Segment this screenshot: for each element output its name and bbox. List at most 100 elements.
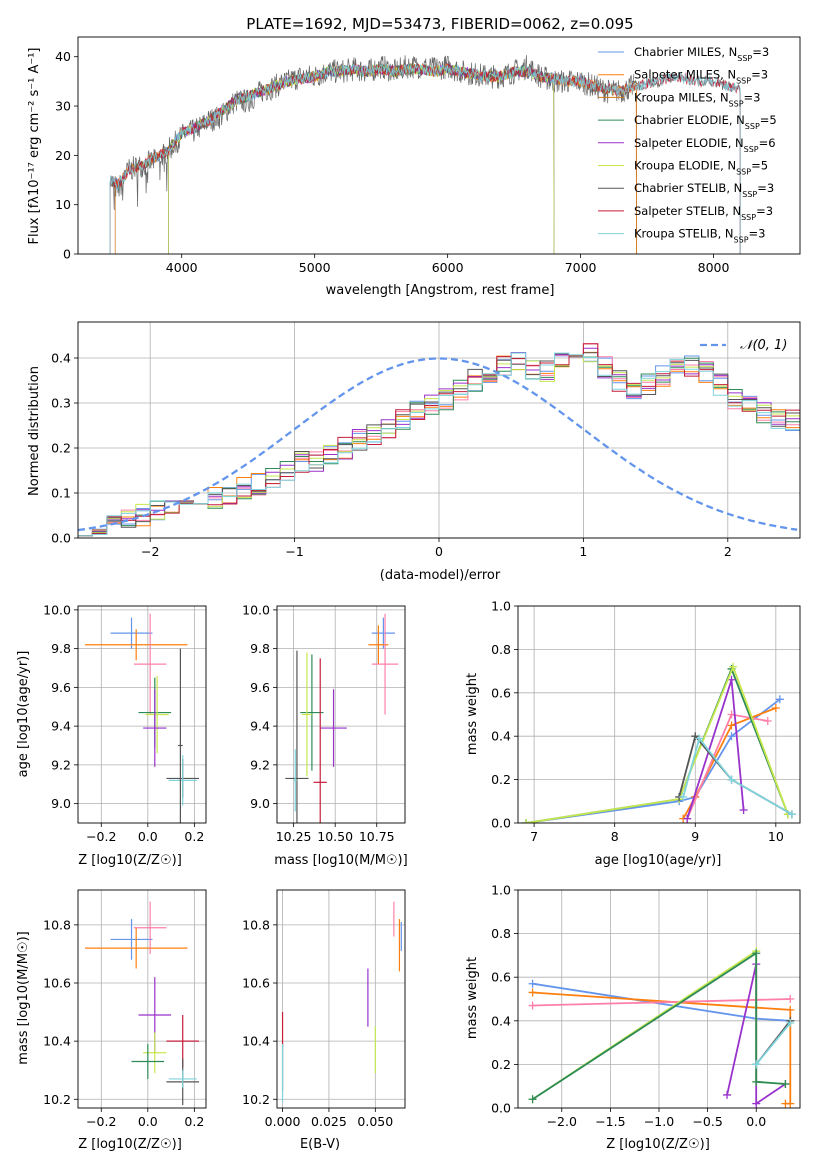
legend-label: Kroupa ELODIE, NSSP=5: [634, 159, 768, 177]
weight-age-y-label: mass weight: [465, 673, 480, 755]
plus-marker: [739, 805, 748, 814]
legend-label: Kroupa STELIB, NSSP=3: [634, 227, 765, 245]
x-tick-label: 8: [611, 829, 619, 844]
axes-frame: [77, 889, 207, 1109]
weight-vs-metallicity-panel: −2.0 −1.5 −1.0 −0.5 0.0 0.0 0.2 0.4 0.6 0.8 1.0: [491, 883, 801, 1129]
residual-histogram-panel: −2 −1 0 1 2 0.0 0.1 0.2 0.3 0.4 𝒩(0, 1): [51, 321, 801, 559]
plot-area: [78, 343, 800, 537]
x-tick-label: 0.0: [746, 1114, 766, 1129]
plus-marker: [528, 979, 537, 988]
y-tick-label: 0.8: [491, 642, 511, 657]
histogram-y-label: Normed distribution: [27, 366, 42, 496]
plus-marker: [786, 1018, 795, 1027]
mass-weight-line: [682, 707, 777, 820]
mass-weight-line: [525, 666, 789, 823]
x-tick-label: 10.25: [276, 829, 312, 844]
x-tick-label: −0.2: [86, 829, 116, 844]
plot-area: [528, 947, 795, 1108]
grid-lines: [277, 890, 405, 1108]
mass-weight-line: [532, 951, 786, 1101]
grid-lines: [78, 606, 206, 823]
normal-reference-curve: [78, 357, 798, 532]
age-vs-metallicity-panel: −0.2 0.0 0.2 9.0 9.2 9.4 9.6 9.8 10.0: [43, 602, 207, 844]
x-tick-label: 10.75: [359, 829, 395, 844]
y-tick-label: 0.0: [491, 816, 511, 831]
plus-marker: [775, 695, 784, 704]
x-tick-label: 5000: [299, 260, 331, 275]
mass-weight-line: [525, 698, 781, 823]
age-mass-x-label: mass [log10(M/M☉)]: [274, 853, 407, 868]
legend-label: Chabrier ELODIE, NSSP=5: [634, 113, 777, 131]
plus-marker: [786, 995, 795, 1003]
plus-marker: [683, 814, 692, 823]
grid-lines: [277, 606, 405, 823]
y-tick-label: 0.3: [51, 396, 71, 411]
x-tick-label: 0.050: [357, 1114, 393, 1129]
legend-label: 𝒩(0, 1): [740, 338, 787, 353]
grid-lines: [78, 890, 206, 1108]
y-tick-label: 10.0: [43, 602, 71, 617]
plus-marker: [781, 1080, 790, 1089]
weight-age-x-label: age [log10(age/yr)]: [595, 853, 722, 868]
y-tick-label: 10.8: [242, 917, 270, 932]
y-tick-label: 10.8: [43, 917, 71, 932]
x-tick-label: −0.2: [86, 1114, 116, 1129]
plus-marker: [727, 775, 736, 784]
x-tick-label: 0.2: [184, 829, 204, 844]
plus-marker: [528, 1001, 537, 1010]
x-tick-label: 10: [768, 829, 784, 844]
y-tick-label: 1.0: [491, 599, 511, 614]
mass-ebv-x-label: E(B-V): [300, 1137, 340, 1152]
y-tick-label: 0.8: [491, 926, 511, 941]
y-tick-label: 0.0: [491, 1101, 511, 1116]
histogram-x-label: (data-model)/error: [380, 568, 501, 583]
axes-frame: [77, 321, 801, 539]
model-spectrum-line: [109, 63, 637, 254]
mass-weight-line: [755, 1022, 791, 1065]
y-tick-label: 0.2: [491, 772, 511, 787]
legend-label: Salpeter MILES, NSSP=3: [634, 68, 768, 86]
y-tick-label: 9.6: [250, 680, 270, 695]
legend-label: Salpeter STELIB, NSSP=3: [634, 204, 773, 222]
x-tick-label: 0: [435, 544, 443, 559]
y-tick-label: 9.4: [250, 719, 270, 734]
y-tick-label: 9.2: [250, 757, 270, 772]
age-vs-mass-panel: 10.25 10.50 10.75 9.0 9.2 9.4 9.6 9.8 10.0: [242, 602, 406, 844]
x-tick-label: 0.0: [138, 1114, 158, 1129]
mass-z-y-label: mass [log10(M/M☉)]: [16, 931, 31, 1064]
y-tick-label: 9.4: [51, 719, 71, 734]
mass-weight-line: [532, 991, 792, 1105]
plus-marker: [727, 675, 736, 684]
plus-marker: [752, 1077, 761, 1086]
y-tick-label: 0.2: [491, 1057, 511, 1072]
residual-histogram-step: [78, 347, 800, 537]
axes-frame: [276, 889, 406, 1109]
plus-marker: [752, 1060, 761, 1069]
y-tick-label: 10.2: [242, 1092, 270, 1107]
spectrum-panel: 4000 5000 6000 7000 8000 0 10 20 30 40 Chabrier MI…: [55, 36, 801, 275]
y-tick-label: 20: [55, 148, 71, 163]
mass-z-x-label: Z [log10(Z/Z☉)]: [78, 1137, 182, 1152]
residual-histogram-step: [78, 352, 800, 537]
y-tick-label: 10.6: [43, 976, 71, 991]
x-tick-label: 6000: [432, 260, 464, 275]
plus-marker: [752, 1099, 761, 1108]
plus-marker: [679, 792, 688, 801]
plot-area: [84, 901, 200, 1106]
y-tick-label: 0.4: [51, 351, 71, 366]
y-tick-label: 0.6: [491, 685, 511, 700]
x-tick-label: 0.000: [265, 1114, 301, 1129]
model-spectrum-line: [168, 63, 555, 254]
x-tick-label: −2.0: [547, 1114, 577, 1129]
x-tick-label: 0.2: [184, 1114, 204, 1129]
y-tick-label: 10.4: [242, 1034, 270, 1049]
plus-marker: [695, 734, 704, 743]
mass-vs-extinction-panel: 0.000 0.025 0.050 10.2 10.4 10.6 10.8: [242, 889, 406, 1129]
mass-vs-metallicity-panel: −0.2 0.0 0.2 10.2 10.4 10.6 10.8: [43, 889, 207, 1129]
plus-marker: [752, 949, 761, 958]
axes-frame: [77, 36, 801, 255]
mass-weight-line: [525, 664, 789, 823]
y-tick-label: 9.6: [51, 680, 71, 695]
spectrum-y-label: Flux [fλ10⁻¹⁷ erg cm⁻² s⁻¹ A⁻¹]: [27, 48, 42, 245]
